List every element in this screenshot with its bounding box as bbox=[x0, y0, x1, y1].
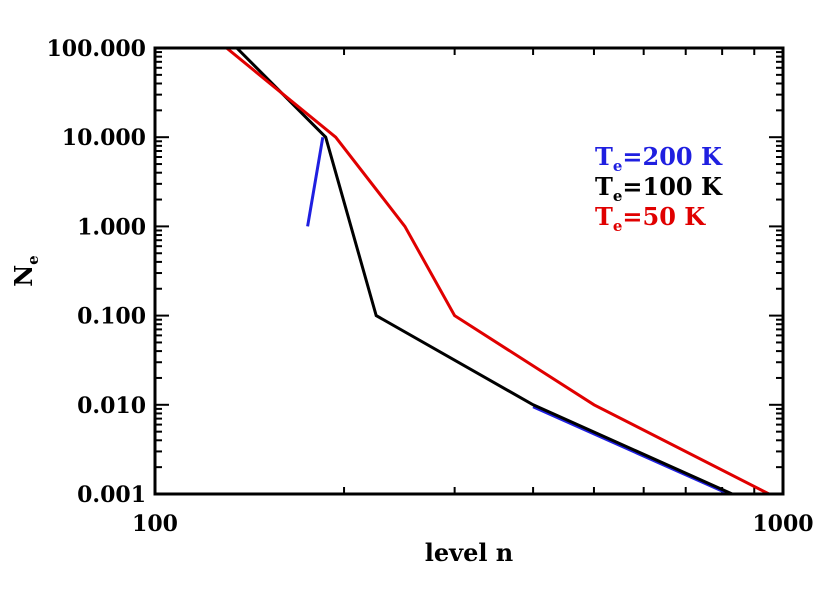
y-tick-label: 1.000 bbox=[77, 214, 146, 240]
legend-entry: Te=200 K bbox=[595, 142, 723, 175]
series-line-te-50-k bbox=[225, 48, 770, 494]
y-tick-label: 0.001 bbox=[77, 482, 146, 508]
legend-entry: Te=50 K bbox=[595, 202, 706, 235]
y-tick-label: 100.000 bbox=[46, 36, 146, 62]
y-tick-label: 0.100 bbox=[77, 304, 146, 330]
legend: Te=200 KTe=100 KTe=50 K bbox=[595, 142, 723, 235]
series-line-te-200-k bbox=[306, 136, 325, 227]
x-axis-title: level n bbox=[425, 538, 514, 567]
y-axis-title: Ne bbox=[9, 255, 42, 286]
x-tick-label: 1000 bbox=[752, 511, 813, 537]
series-line-te-100-k bbox=[235, 48, 733, 494]
y-axis-title-main: N bbox=[9, 265, 38, 287]
x-tick-labels: 100 1000 bbox=[132, 511, 814, 537]
y-tick-label: 10.000 bbox=[62, 125, 146, 151]
y-tick-label: 0.010 bbox=[77, 393, 146, 419]
axis-ticks bbox=[154, 47, 784, 495]
y-axis-title-sub: e bbox=[24, 255, 42, 265]
x-tick-label: 100 bbox=[132, 511, 178, 537]
legend-entry: Te=100 K bbox=[595, 172, 723, 205]
plot-frame bbox=[153, 46, 785, 496]
series-lines bbox=[225, 48, 770, 494]
y-tick-labels: 0.001 0.010 0.100 1.000 10.000 100.000 bbox=[46, 36, 146, 508]
